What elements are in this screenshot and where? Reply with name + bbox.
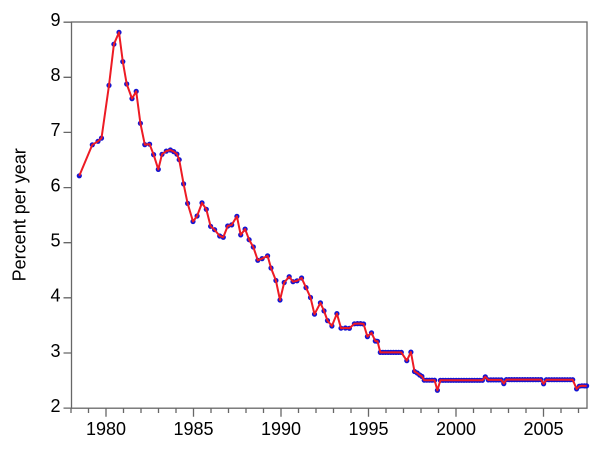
svg-text:6: 6	[50, 175, 60, 195]
svg-text:4: 4	[50, 286, 60, 306]
svg-text:1980: 1980	[86, 419, 126, 439]
svg-text:7: 7	[50, 120, 60, 140]
svg-text:3: 3	[50, 341, 60, 361]
svg-text:8: 8	[50, 65, 60, 85]
svg-text:9: 9	[50, 10, 60, 30]
svg-text:2: 2	[50, 396, 60, 416]
svg-text:1995: 1995	[348, 419, 388, 439]
svg-text:5: 5	[50, 231, 60, 251]
svg-text:1985: 1985	[173, 419, 213, 439]
svg-text:Percent per year: Percent per year	[10, 148, 30, 281]
svg-text:2000: 2000	[436, 419, 476, 439]
svg-text:2005: 2005	[523, 419, 563, 439]
svg-text:1990: 1990	[261, 419, 301, 439]
